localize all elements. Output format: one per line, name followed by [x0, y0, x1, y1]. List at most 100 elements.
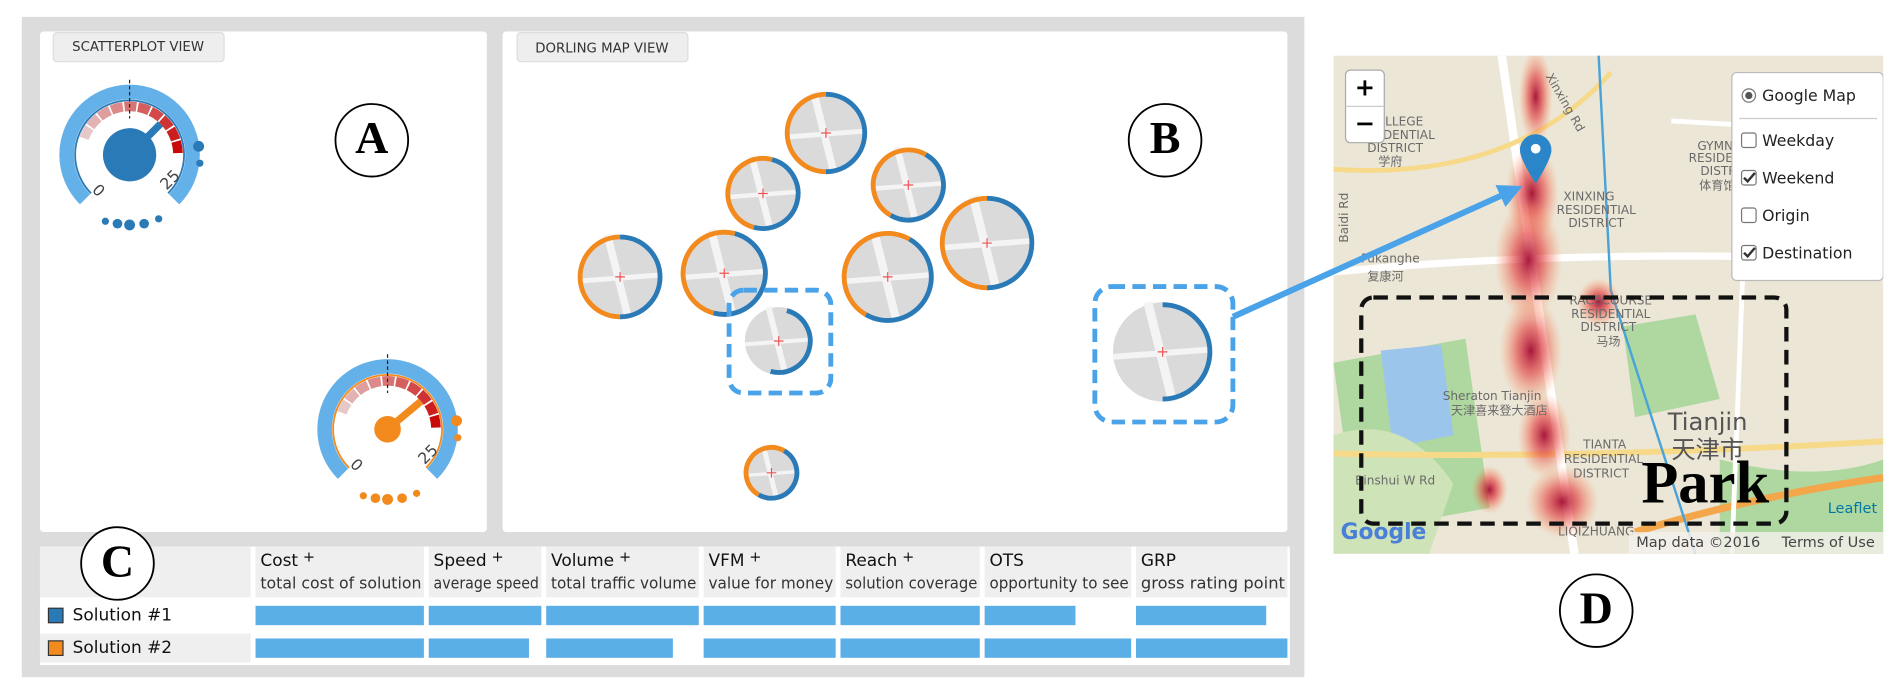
- panel-label: C: [101, 535, 134, 586]
- dorling-arc: [939, 195, 988, 291]
- place-label: DISTRICT: [1367, 141, 1423, 155]
- gauge-segment: [148, 106, 164, 122]
- gauge-dot: [193, 140, 205, 152]
- gauge-segment: [429, 414, 441, 428]
- place-label: 学府: [1378, 154, 1402, 169]
- gauge-segment: [86, 114, 102, 130]
- header-cell: [546, 546, 699, 598]
- column-name: Speed: [434, 550, 487, 570]
- layer-label[interactable]: Origin: [1762, 206, 1810, 225]
- place-label: 体育馆: [1699, 178, 1735, 193]
- gauge-dot: [370, 493, 381, 504]
- place-label: RESIDENTIAL: [1557, 203, 1637, 217]
- column-description: total cost of solution: [260, 574, 421, 593]
- gauge-segment: [109, 102, 124, 115]
- content: SCATTERPLOT VIEW DORLING MAP VIEW 0 250 25…: [21, 16, 1884, 678]
- place-label: 马场: [1596, 335, 1620, 349]
- dorling-arc: [864, 237, 934, 323]
- terms-link[interactable]: Terms of Use: [1781, 535, 1875, 551]
- legend-swatch: [47, 640, 64, 656]
- column-sign: +: [492, 549, 504, 565]
- dorling-arc: [870, 147, 928, 218]
- gauge-segment: [96, 106, 112, 121]
- center-cross: [821, 128, 831, 138]
- gauge-dot: [155, 215, 163, 223]
- row-name: Solution #2: [73, 637, 172, 657]
- header-cell: [840, 546, 980, 598]
- layer-control: [1731, 71, 1884, 282]
- radio-dot: [1745, 91, 1753, 100]
- layer-label[interactable]: Destination: [1762, 243, 1852, 262]
- column-name: Volume: [551, 550, 614, 570]
- zoom-in[interactable]: +: [1355, 73, 1375, 101]
- gauge-segment: [171, 140, 183, 154]
- dorling-arc: [987, 195, 1035, 291]
- zoom-out[interactable]: −: [1355, 110, 1375, 138]
- leaflet-link[interactable]: Leaflet: [1828, 501, 1878, 517]
- map-area: [1622, 314, 1720, 418]
- view-title: SCATTERPLOT VIEW: [72, 40, 204, 55]
- map-area: [1380, 344, 1454, 448]
- checkmark: [1743, 172, 1756, 184]
- gauge-segment: [424, 401, 439, 416]
- header-cell: [703, 546, 836, 598]
- label-circle: [1127, 103, 1203, 178]
- gauge-dot: [412, 489, 421, 497]
- label-circle: [334, 103, 410, 178]
- column-name: Reach: [845, 550, 897, 570]
- place-label: RESIDENTIAL: [1564, 452, 1644, 466]
- map-pin-dot: [1530, 143, 1541, 154]
- gauge-dot: [196, 159, 204, 167]
- checkmark: [1743, 247, 1756, 259]
- dorling-arc: [841, 230, 911, 317]
- dorling-arc: [680, 229, 736, 316]
- dorling-arc: [757, 448, 800, 501]
- legend-swatch: [47, 607, 64, 624]
- center-cross: [773, 336, 784, 346]
- center-cross: [903, 180, 914, 190]
- center-cross: [766, 467, 777, 478]
- place-label: 复康河: [1367, 268, 1403, 283]
- layer-label[interactable]: Weekday: [1762, 131, 1834, 150]
- bar: [428, 638, 529, 658]
- bar: [546, 638, 673, 658]
- road: [1333, 70, 1613, 173]
- dorling-arc: [620, 234, 663, 320]
- label-circle: [1558, 573, 1634, 648]
- checkbox[interactable]: [1740, 207, 1757, 224]
- column-description: value for money: [708, 574, 833, 593]
- layer-label[interactable]: Google Map: [1762, 86, 1856, 105]
- arrow: [1231, 185, 1523, 320]
- gauge-segment: [367, 376, 382, 389]
- bar: [703, 638, 836, 658]
- gauge-segment: [79, 125, 94, 141]
- dorling-arc: [889, 152, 946, 223]
- center-cross: [719, 268, 730, 279]
- column-description: solution coverage: [845, 574, 977, 593]
- dorling-arc: [753, 157, 801, 231]
- layer-label[interactable]: Weekend: [1762, 168, 1834, 187]
- heat-blob: [1499, 296, 1563, 406]
- gauge-segment: [158, 115, 174, 131]
- row-name: Solution #1: [73, 604, 172, 624]
- dorling-arc: [743, 445, 786, 497]
- highlight-box: [1092, 284, 1236, 425]
- column-name: VFM: [708, 550, 744, 570]
- gauge-center: [374, 415, 401, 443]
- gauge-dot: [359, 492, 367, 500]
- heat-blob: [1494, 199, 1563, 321]
- bar: [840, 605, 980, 626]
- gauge-dot: [139, 218, 149, 229]
- center-cross: [882, 272, 893, 282]
- column-sign: +: [902, 549, 914, 565]
- checkbox[interactable]: [1740, 132, 1757, 149]
- gauge-dot: [451, 415, 463, 427]
- gauge-dot: [397, 493, 407, 504]
- row-label-bg: [39, 600, 251, 630]
- table: Cost + total cost of solution Speed + average…: [39, 546, 1290, 666]
- attribution-bg: [1628, 532, 1884, 554]
- gauge-segment: [406, 381, 422, 397]
- panel-label: B: [1150, 112, 1181, 163]
